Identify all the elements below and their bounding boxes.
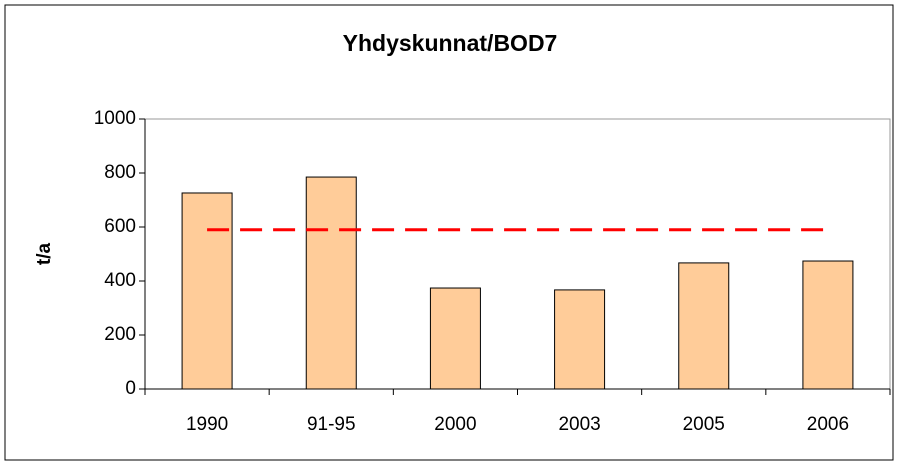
y-tick-label: 800 [104, 162, 136, 183]
x-tick-label: 2006 [807, 414, 849, 435]
y-tick-label: 1000 [94, 108, 136, 129]
x-tick-label: 2000 [434, 414, 476, 435]
y-tick-label: 600 [104, 216, 136, 237]
x-tick-label: 2005 [683, 414, 725, 435]
y-tick-label: 400 [104, 270, 136, 291]
x-tick-label: 2003 [558, 414, 600, 435]
x-tick-label: 1990 [186, 414, 228, 435]
bar [678, 262, 730, 390]
y-tick-label: 200 [104, 324, 136, 345]
x-tick-label: 91-95 [307, 414, 356, 435]
y-axis-label: t/a [34, 242, 55, 265]
bar [802, 260, 854, 390]
bar [554, 289, 606, 390]
y-tick-label: 0 [125, 378, 136, 399]
bar [305, 176, 357, 390]
plot-area [144, 118, 891, 390]
bar [181, 192, 233, 390]
bar [429, 287, 481, 390]
chart-title: Yhdyskunnat/BOD7 [343, 30, 558, 56]
